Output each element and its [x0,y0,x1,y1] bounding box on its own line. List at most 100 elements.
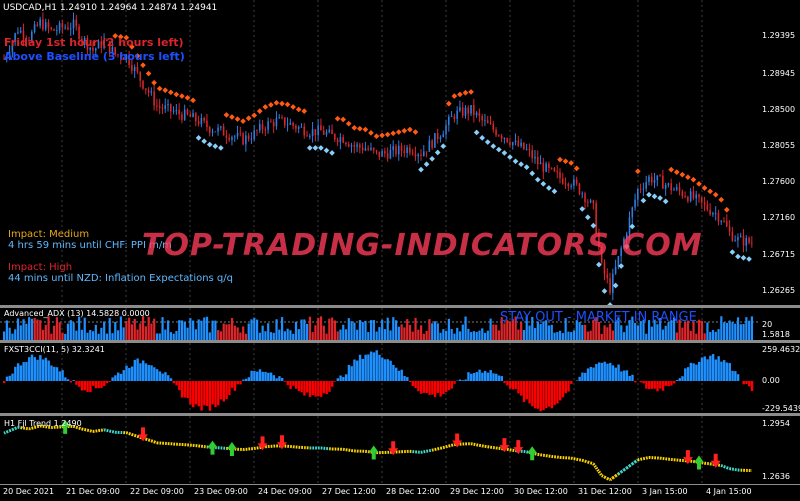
cci-bar [423,381,425,393]
adx-bar [192,321,194,340]
cci-bar [481,373,483,381]
trend-dot-upper [140,62,146,68]
main-chart-pane[interactable]: USDCAD,H1 1.24910 1.24964 1.24874 1.2494… [0,0,758,305]
cci-bar [420,381,422,394]
cci-bar [125,366,127,381]
trend-dot-lower [429,156,435,162]
trend-dot-upper [452,93,458,99]
cci-bar [159,371,161,381]
cci-bar [654,381,656,389]
trend-dot-upper [162,87,168,93]
cci-bar [59,371,61,381]
trend-pane[interactable]: H1 Fjl Trend 1.2490 [0,416,758,484]
candle-body [654,180,656,183]
adx-bar [417,330,419,340]
adx-bar [745,317,747,340]
adx-bar [184,321,186,340]
adx-bar [626,326,628,340]
trend-segment [10,430,13,431]
adx-bar [45,325,47,340]
time-label: 20 Dec 2021 [3,487,54,496]
candle-body [459,107,461,110]
adx-bar [278,330,280,340]
cci-bar [495,374,497,381]
cci-bar [262,372,264,381]
candle-body [745,238,747,246]
cci-bar [551,381,553,408]
adx-tick: 20 [762,320,772,329]
candle-body [131,65,133,71]
candle-body [593,200,595,203]
cci-bar [592,368,594,381]
candle-body [20,31,22,33]
cci-bar [598,362,600,381]
candle-body [370,148,372,150]
cci-bar [248,377,250,381]
candle-body [159,106,161,107]
candle-body [67,28,69,30]
adx-bar [303,319,305,340]
candle-body [429,140,431,151]
candle-body [518,141,520,146]
candle-body [315,129,317,135]
cci-bar [464,379,466,381]
adx-bar [75,331,77,340]
cci-bar [695,365,697,381]
candle-body [292,123,294,126]
trend-segment [574,459,577,460]
trend-segment [135,435,138,436]
cci-bar [245,379,247,381]
cci-pane[interactable]: FXST3CCI(11, 5) 32.3241 [0,343,758,413]
cci-bar [531,381,533,406]
adx-bar [103,321,105,340]
adx-bar [234,326,236,340]
candle-body [228,138,230,140]
adx-bar [86,333,88,340]
trend-dot-lower [513,158,519,164]
cci-tick: -229.5439 [762,404,800,413]
candle-body [50,28,52,30]
cci-bar [117,373,119,381]
candle-body [584,193,586,202]
adx-bar [406,319,408,340]
cci-bar [690,363,692,381]
cci-bar [161,374,163,381]
trend-dot-lower [485,139,491,145]
candle-body [423,151,425,156]
trend-dot-upper [174,92,180,98]
adx-bar [309,317,311,340]
adx-bar [481,328,483,340]
candle-body [390,150,392,159]
candle-body [526,149,528,150]
adx-bar [6,320,8,340]
trend-dot-lower [318,145,324,151]
candle-body [195,113,197,121]
candle-body [559,172,561,178]
adx-bar [553,333,555,340]
trend-dot-upper [224,112,230,118]
candle-body [579,184,581,194]
candle-body [487,120,489,123]
cci-bar [717,356,719,381]
trend-axis: 1.2954 1.2636 [758,416,800,484]
trend-tick: 1.2954 [762,419,790,428]
trend-dot-lower [212,143,218,149]
candle-body [267,121,269,129]
adx-bar [67,324,69,340]
cci-bar [195,381,197,404]
adx-bar [295,322,297,340]
candle-body [648,177,650,182]
cci-bar [367,354,369,381]
adx-bar [495,325,497,340]
trend-segment [452,445,455,446]
candle-body [679,187,681,191]
candle-body [498,135,500,136]
cci-bar [378,355,380,381]
adx-pane[interactable]: Advanced_ADX (13) 14.5828 0.0000 STAY OU… [0,308,758,340]
candle-body [412,153,414,154]
cci-bar [131,367,133,381]
cci-bar [701,357,703,381]
candle-body [75,20,77,27]
adx-bar [248,324,250,340]
trend-dot-upper [279,101,285,107]
